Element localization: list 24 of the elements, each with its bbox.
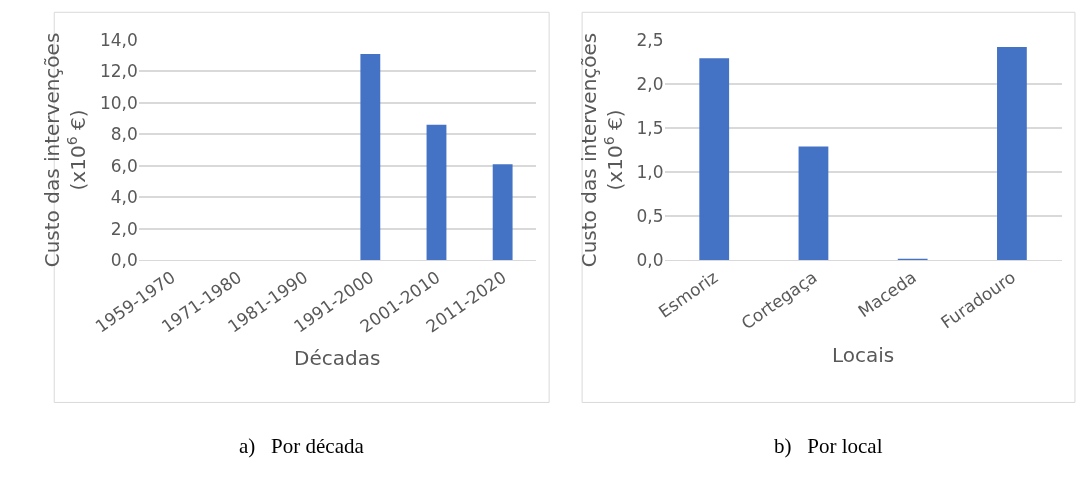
y-tick-label: 0,0: [110, 250, 138, 271]
y-tick-label: 14,0: [99, 29, 138, 50]
bar: [699, 58, 730, 261]
x-axis-title: Locais: [831, 342, 895, 367]
bar: [997, 46, 1027, 261]
y-tick-label: 0,0: [636, 250, 664, 271]
bar: [492, 164, 513, 261]
y-tick-label: 1,0: [636, 161, 664, 182]
y-tick-label: 8,0: [110, 124, 138, 145]
y-tick-label: 0,5: [636, 206, 664, 227]
bar: [798, 146, 829, 261]
text: b) Por local: [774, 434, 883, 458]
bar: [426, 124, 447, 261]
y-tick-label: 6,0: [110, 155, 138, 176]
y-tick-label: 12,0: [99, 61, 138, 82]
y-tick-label: 10,0: [99, 92, 138, 113]
bar: [360, 53, 381, 261]
y-tick-label: 4,0: [110, 187, 138, 208]
y-tick-label: 1,5: [636, 117, 664, 138]
text: a) Por década: [239, 434, 365, 458]
x-axis-title: Décadas: [294, 345, 381, 370]
y-tick-label: 2,5: [636, 29, 664, 50]
y-tick-label: 2,0: [110, 218, 138, 239]
y-tick-label: 2,0: [636, 73, 664, 94]
